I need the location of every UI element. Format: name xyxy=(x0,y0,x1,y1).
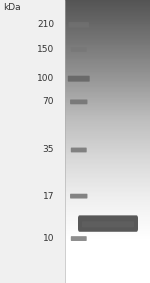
Text: 210: 210 xyxy=(37,20,54,29)
Text: 17: 17 xyxy=(42,192,54,201)
FancyBboxPatch shape xyxy=(82,221,134,228)
Text: 150: 150 xyxy=(37,45,54,54)
FancyBboxPatch shape xyxy=(70,99,87,104)
FancyBboxPatch shape xyxy=(78,215,138,232)
Text: 100: 100 xyxy=(37,74,54,83)
FancyBboxPatch shape xyxy=(69,22,89,27)
Text: kDa: kDa xyxy=(3,3,21,12)
Text: 35: 35 xyxy=(42,145,54,155)
FancyBboxPatch shape xyxy=(68,76,90,82)
Bar xyxy=(0,0,64,283)
Text: 70: 70 xyxy=(42,97,54,106)
FancyBboxPatch shape xyxy=(71,148,87,152)
Text: 10: 10 xyxy=(42,234,54,243)
FancyBboxPatch shape xyxy=(71,47,87,52)
FancyBboxPatch shape xyxy=(71,236,87,241)
FancyBboxPatch shape xyxy=(70,194,87,199)
